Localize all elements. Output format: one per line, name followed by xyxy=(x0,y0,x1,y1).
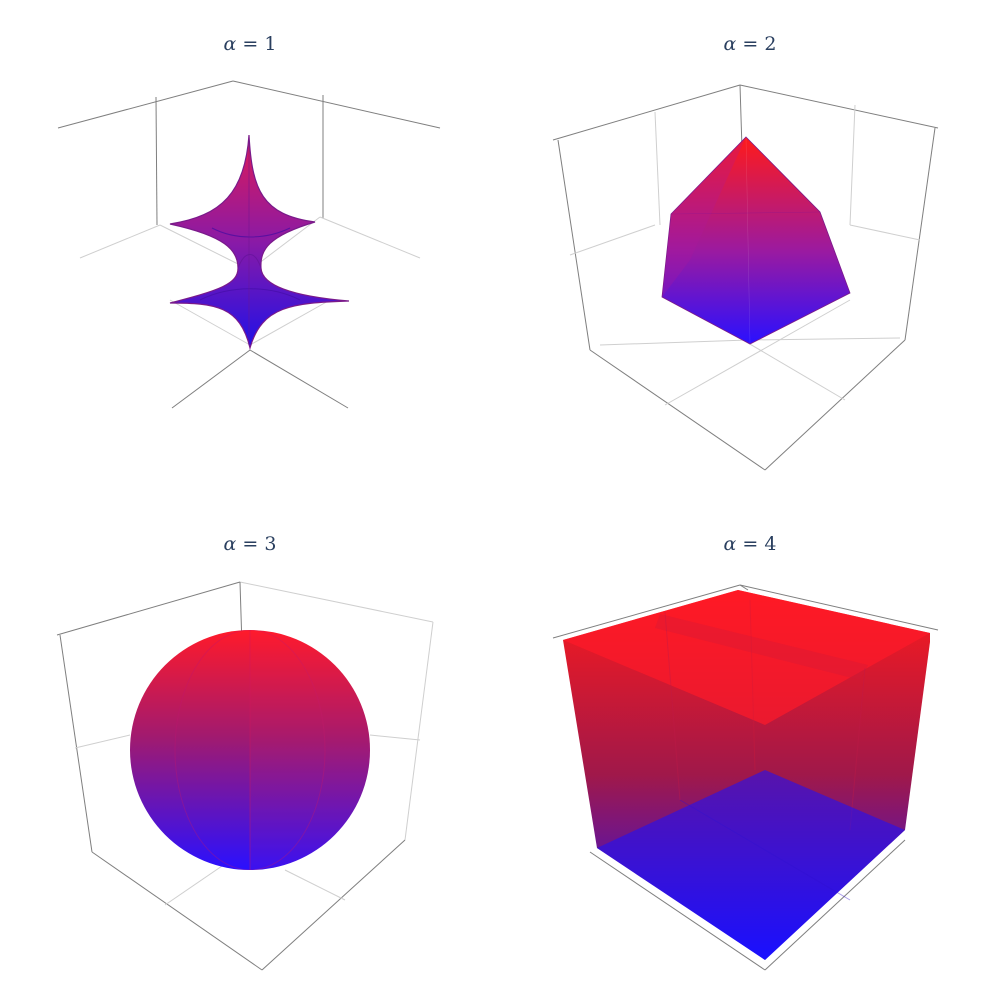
panel-alpha-1: α = 1 xyxy=(57,33,441,409)
title-rest: = 4 xyxy=(736,533,776,555)
panel-title: α = 4 xyxy=(724,533,777,555)
title-symbol: α xyxy=(724,33,737,55)
panel-title: α = 3 xyxy=(224,533,277,555)
title-symbol: α xyxy=(724,533,737,555)
cube-surface xyxy=(563,590,930,960)
title-rest: = 2 xyxy=(736,33,776,55)
panel-title: α = 2 xyxy=(724,33,777,55)
astroid-surface xyxy=(169,134,350,351)
panel-alpha-2: α = 2 xyxy=(552,33,939,471)
title-rest: = 3 xyxy=(236,533,276,555)
axes-box xyxy=(57,80,441,409)
axes-box xyxy=(56,581,434,971)
axes-box xyxy=(552,584,939,971)
panel-title: α = 1 xyxy=(224,33,277,55)
title-rest: = 1 xyxy=(236,33,276,55)
panel-alpha-3: α = 3 xyxy=(56,533,434,971)
title-symbol: α xyxy=(224,533,237,555)
panel-alpha-4: α = 4 xyxy=(552,533,939,971)
octahedron-surface xyxy=(661,136,851,345)
title-symbol: α xyxy=(224,33,237,55)
sphere-surface xyxy=(130,630,370,870)
axes-box xyxy=(552,84,939,471)
